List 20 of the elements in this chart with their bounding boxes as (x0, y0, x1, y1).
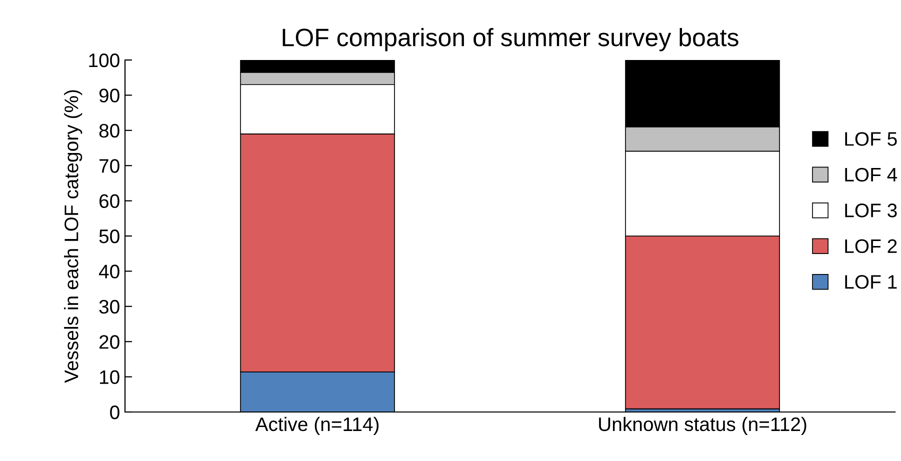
y-tick-label: 40 (98, 264, 120, 278)
y-tick-label: 30 (99, 300, 120, 314)
y-tick-label: 50 (99, 229, 120, 244)
y-axis-title: Vessels in each LOF category (%) (64, 90, 82, 383)
y-tick-label: 100 (89, 53, 120, 68)
x-tick-label: Active (n=114) (255, 416, 379, 435)
x-tick-label: Unknown status (n=112) (599, 416, 806, 435)
legend-label: LOF 3 (845, 204, 897, 218)
y-tick-label: 90 (99, 88, 120, 102)
y-tick-label: 10 (100, 370, 120, 384)
legend-label: LOF 2 (845, 239, 897, 254)
chart-title: LOF comparison of summer survey boats (282, 28, 738, 52)
y-tick-label: 70 (100, 159, 120, 173)
y-tick-label: 20 (99, 335, 120, 349)
y-tick-label: 60 (100, 194, 120, 208)
y-tick-label: 0 (110, 405, 120, 420)
legend-label: LOF 4 (845, 168, 898, 182)
legend-label: LOF 1 (845, 275, 897, 289)
legend-label: LOF 5 (845, 132, 897, 146)
y-tick-label: 80 (99, 124, 120, 138)
